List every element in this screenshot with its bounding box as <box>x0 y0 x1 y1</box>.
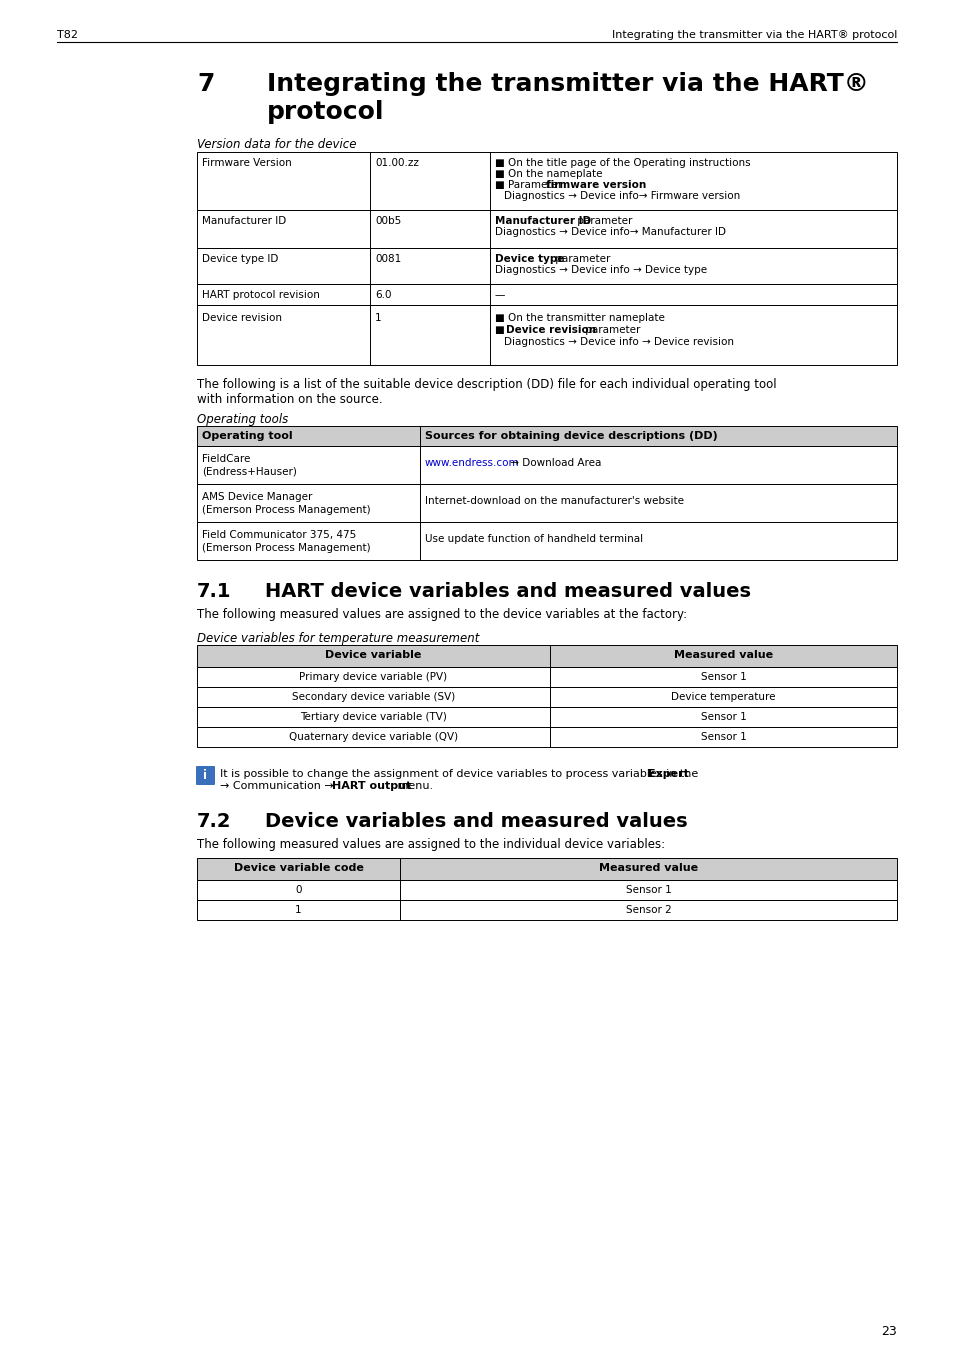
Text: Integrating the transmitter via the HART® protocol: Integrating the transmitter via the HART… <box>611 30 896 40</box>
Text: www.endress.com: www.endress.com <box>424 458 519 468</box>
Text: Measured value: Measured value <box>598 863 698 873</box>
Text: Tertiary device variable (TV): Tertiary device variable (TV) <box>300 711 446 722</box>
Bar <box>196 485 896 522</box>
Text: The following measured values are assigned to the device variables at the factor: The following measured values are assign… <box>196 608 686 621</box>
Text: Sources for obtaining device descriptions (DD): Sources for obtaining device description… <box>424 431 717 441</box>
Text: HART protocol revision: HART protocol revision <box>202 290 319 300</box>
Text: Diagnostics → Device info → Device type: Diagnostics → Device info → Device type <box>495 265 706 275</box>
Text: Device type ID: Device type ID <box>202 254 278 265</box>
Text: Manufacturer ID: Manufacturer ID <box>495 216 591 225</box>
Text: Device variable: Device variable <box>325 649 421 660</box>
Text: with information on the source.: with information on the source. <box>196 393 382 406</box>
Text: 7.1: 7.1 <box>196 582 232 601</box>
Text: 1: 1 <box>375 313 381 323</box>
Bar <box>196 305 896 365</box>
Text: Device revision: Device revision <box>202 313 282 323</box>
Text: (Emerson Process Management): (Emerson Process Management) <box>202 543 370 554</box>
Text: 1: 1 <box>294 904 301 915</box>
Text: parameter: parameter <box>581 325 639 335</box>
Text: HART output: HART output <box>332 782 411 791</box>
Text: 0081: 0081 <box>375 254 401 265</box>
Text: firmware version: firmware version <box>545 180 645 190</box>
Text: Sensor 2: Sensor 2 <box>625 904 671 915</box>
Text: 7.2: 7.2 <box>196 811 232 832</box>
Text: Sensor 1: Sensor 1 <box>700 711 745 722</box>
Text: 00b5: 00b5 <box>375 216 401 225</box>
Text: Device revision: Device revision <box>505 325 596 335</box>
Bar <box>196 667 896 687</box>
Text: It is possible to change the assignment of device variables to process variables: It is possible to change the assignment … <box>220 769 701 779</box>
Text: Sensor 1: Sensor 1 <box>700 672 745 682</box>
Bar <box>196 645 896 667</box>
Text: The following measured values are assigned to the individual device variables:: The following measured values are assign… <box>196 838 664 850</box>
Text: → Download Area: → Download Area <box>506 458 600 468</box>
Text: i: i <box>203 769 208 782</box>
Text: Primary device variable (PV): Primary device variable (PV) <box>299 672 447 682</box>
Text: ■ On the nameplate: ■ On the nameplate <box>495 169 602 180</box>
Text: ■ Parameter: ■ Parameter <box>495 180 565 190</box>
Bar <box>196 446 896 485</box>
Bar <box>196 248 896 284</box>
Text: —: — <box>495 290 505 300</box>
Text: (Emerson Process Management): (Emerson Process Management) <box>202 505 370 514</box>
Text: 7: 7 <box>196 72 214 96</box>
Text: FieldCare: FieldCare <box>202 454 250 464</box>
Bar <box>196 427 896 446</box>
Text: Use update function of handheld terminal: Use update function of handheld terminal <box>424 535 642 544</box>
Text: Secondary device variable (SV): Secondary device variable (SV) <box>292 693 455 702</box>
Text: parameter: parameter <box>552 254 610 265</box>
Text: parameter: parameter <box>574 216 632 225</box>
Text: Diagnostics → Device info→ Firmware version: Diagnostics → Device info→ Firmware vers… <box>503 190 740 201</box>
Text: 6.0: 6.0 <box>375 290 391 300</box>
Text: Device variables and measured values: Device variables and measured values <box>265 811 687 832</box>
Text: Version data for the device: Version data for the device <box>196 138 356 151</box>
Text: Integrating the transmitter via the HART®: Integrating the transmitter via the HART… <box>267 72 868 96</box>
Text: → Communication →: → Communication → <box>220 782 337 791</box>
Text: Firmware Version: Firmware Version <box>202 158 292 167</box>
Text: Operating tool: Operating tool <box>202 431 293 441</box>
Bar <box>196 522 896 560</box>
Bar <box>196 153 896 211</box>
Text: Device variable code: Device variable code <box>233 863 363 873</box>
Text: The following is a list of the suitable device description (DD) file for each in: The following is a list of the suitable … <box>196 378 776 392</box>
Text: Measured value: Measured value <box>673 649 772 660</box>
Text: 0: 0 <box>294 886 301 895</box>
Text: Operating tools: Operating tools <box>196 413 288 427</box>
Text: 23: 23 <box>881 1324 896 1338</box>
Text: Device variables for temperature measurement: Device variables for temperature measure… <box>196 632 478 645</box>
Bar <box>196 900 896 919</box>
Text: Expert: Expert <box>647 769 688 779</box>
Text: Device temperature: Device temperature <box>671 693 775 702</box>
Bar <box>196 728 896 747</box>
Text: HART device variables and measured values: HART device variables and measured value… <box>265 582 750 601</box>
Text: ■: ■ <box>495 325 507 335</box>
FancyBboxPatch shape <box>195 765 214 784</box>
Text: Diagnostics → Device info → Device revision: Diagnostics → Device info → Device revis… <box>503 338 733 347</box>
Text: T82: T82 <box>57 30 78 40</box>
Text: menu.: menu. <box>394 782 433 791</box>
Text: protocol: protocol <box>267 100 384 124</box>
Bar <box>196 880 896 900</box>
Text: AMS Device Manager: AMS Device Manager <box>202 491 312 502</box>
Text: Sensor 1: Sensor 1 <box>700 732 745 742</box>
Text: Diagnostics → Device info→ Manufacturer ID: Diagnostics → Device info→ Manufacturer … <box>495 227 725 238</box>
Text: Manufacturer ID: Manufacturer ID <box>202 216 286 225</box>
Text: Internet-download on the manufacturer's website: Internet-download on the manufacturer's … <box>424 495 683 506</box>
Text: Field Communicator 375, 475: Field Communicator 375, 475 <box>202 531 355 540</box>
Text: (Endress+Hauser): (Endress+Hauser) <box>202 467 296 477</box>
Bar <box>196 859 896 880</box>
Text: ■ On the title page of the Operating instructions: ■ On the title page of the Operating ins… <box>495 158 750 167</box>
Text: Sensor 1: Sensor 1 <box>625 886 671 895</box>
Bar <box>196 211 896 248</box>
Bar <box>196 687 896 707</box>
Bar <box>196 707 896 728</box>
Text: Quaternary device variable (QV): Quaternary device variable (QV) <box>289 732 457 742</box>
Text: Device type: Device type <box>495 254 564 265</box>
Text: 01.00.zz: 01.00.zz <box>375 158 418 167</box>
Bar <box>196 284 896 305</box>
Text: ■ On the transmitter nameplate: ■ On the transmitter nameplate <box>495 313 664 323</box>
